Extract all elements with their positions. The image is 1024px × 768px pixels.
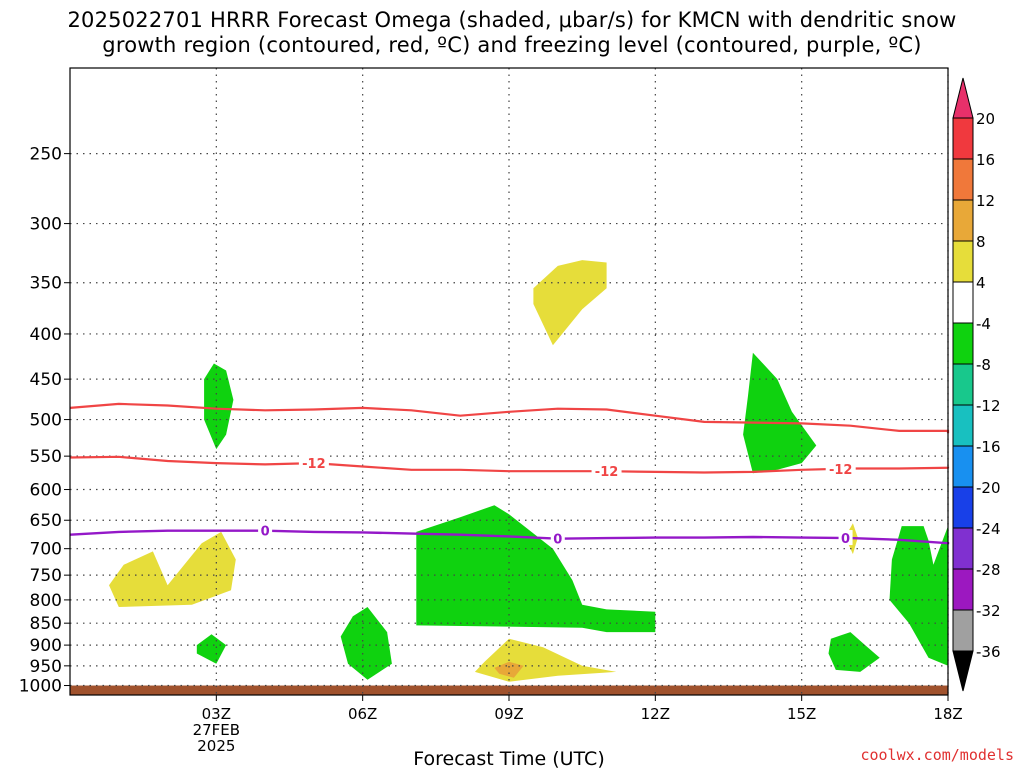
omega-region-8 xyxy=(494,661,524,678)
colorbar-box-6 xyxy=(952,322,974,365)
x-tick-label-27FEB: 27FEB xyxy=(193,721,240,739)
colorbar-label--4: -4 xyxy=(976,315,991,333)
freezing-level-contour-label-bg-2 xyxy=(550,530,565,546)
colorbar-label--28: -28 xyxy=(976,561,1001,579)
colorbar-box-5 xyxy=(952,281,974,324)
colorbar-box-4 xyxy=(952,240,974,283)
colorbar-label--36: -36 xyxy=(976,643,1001,661)
y-tick-label-300: 300 xyxy=(30,215,62,235)
dgz-contour-2-label-2: -12 xyxy=(595,465,619,480)
y-tick-label-250: 250 xyxy=(30,145,62,165)
omega-region-4 xyxy=(340,607,392,680)
temperature-contours: -12 -12 -12 0 0 0 xyxy=(69,402,950,548)
colorbar-box-3 xyxy=(952,199,974,242)
omega-region-5 xyxy=(533,260,607,346)
colorbar-label-20: 20 xyxy=(976,110,995,128)
dgz-contour-2-label-1: -12 xyxy=(302,457,326,472)
colorbar-label--8: -8 xyxy=(976,356,991,374)
dgz-contour-2-label-bg-2 xyxy=(591,463,622,479)
x-tick-label-03Z: 03Z xyxy=(202,705,231,723)
x-tick-label-12Z: 12Z xyxy=(641,705,670,723)
colorbar-label-4: 4 xyxy=(976,274,986,292)
omega-colorbar: 20 16 12 8 4 -4 -8 -12 -16 -20 -24 -28 -32 -36 xyxy=(952,77,1001,692)
colorbar-box-13 xyxy=(952,609,974,652)
colorbar-label-16: 16 xyxy=(976,151,995,169)
omega-region-11 xyxy=(828,632,880,672)
dgz-contour-2-label-3: -12 xyxy=(829,463,853,478)
dgz-contour-2-label-bg-1 xyxy=(298,455,329,471)
y-tick-label-500: 500 xyxy=(30,411,62,431)
pressure-axis: 2503003504004505005506006507007508008509… xyxy=(19,145,70,697)
x-tick-label-06Z: 06Z xyxy=(348,705,377,723)
colorbar-top-triangle xyxy=(952,77,974,119)
omega-shaded-regions xyxy=(109,260,948,682)
chart-title-line-1: 2025022701 HRRR Forecast Omega (shaded, … xyxy=(67,8,957,32)
colorbar-bottom-triangle xyxy=(952,650,974,692)
colorbar-box-8 xyxy=(952,404,974,447)
colorbar-box-2 xyxy=(952,158,974,201)
y-tick-label-650: 650 xyxy=(30,511,62,531)
colorbar-box-11 xyxy=(952,527,974,570)
dgz-contour-2-label-bg-3 xyxy=(825,460,856,476)
colorbar-label-12: 12 xyxy=(976,192,995,210)
y-tick-label-850: 850 xyxy=(30,614,62,634)
y-tick-label-350: 350 xyxy=(30,274,62,294)
omega-region-3 xyxy=(196,634,227,664)
omega-region-6 xyxy=(416,505,656,633)
freezing-level-contour-label-2: 0 xyxy=(553,533,562,548)
x-tick-label-15Z: 15Z xyxy=(787,705,816,723)
y-tick-label-900: 900 xyxy=(30,636,62,656)
y-tick-label-950: 950 xyxy=(30,657,62,677)
freezing-level-contour-label-bg-1 xyxy=(258,522,273,538)
colorbar-box-12 xyxy=(952,568,974,611)
colorbar-label--24: -24 xyxy=(976,520,1001,538)
x-tick-label-2025: 2025 xyxy=(197,737,235,755)
colorbar-label--20: -20 xyxy=(976,479,1001,497)
y-tick-label-450: 450 xyxy=(30,370,62,390)
ground-bar xyxy=(70,685,948,695)
site-credit: coolwx.com/models xyxy=(860,746,1014,764)
colorbar-box-1 xyxy=(952,117,974,160)
y-tick-label-600: 600 xyxy=(30,481,62,501)
freezing-level-contour-label-3: 0 xyxy=(841,532,850,547)
colorbar-box-10 xyxy=(952,486,974,529)
freezing-level-contour-label-bg-3 xyxy=(838,530,853,546)
y-tick-label-400: 400 xyxy=(30,325,62,345)
x-axis-label: Forecast Time (UTC) xyxy=(413,748,604,768)
colorbar-box-7 xyxy=(952,363,974,406)
omega-region-12 xyxy=(889,445,948,666)
x-tick-label-09Z: 09Z xyxy=(494,705,523,723)
omega-region-2 xyxy=(109,531,236,607)
freezing-level-contour-label-1: 0 xyxy=(261,525,270,540)
omega-region-1 xyxy=(204,363,234,450)
colorbar-label--32: -32 xyxy=(976,602,1001,620)
y-tick-label-750: 750 xyxy=(30,566,62,586)
omega-region-9 xyxy=(743,352,817,474)
y-tick-label-800: 800 xyxy=(30,591,62,611)
colorbar-label--12: -12 xyxy=(976,397,1001,415)
colorbar-label--16: -16 xyxy=(976,438,1001,456)
y-tick-label-700: 700 xyxy=(30,540,62,560)
chart-title-line-2: growth region (contoured, red, ºC) and f… xyxy=(102,33,922,57)
colorbar-box-9 xyxy=(952,445,974,488)
x-tick-label-18Z: 18Z xyxy=(933,705,962,723)
y-tick-label-1000: 1000 xyxy=(19,677,62,697)
colorbar-label-8: 8 xyxy=(976,233,986,251)
y-tick-label-550: 550 xyxy=(30,447,62,467)
dgz-contour-1 xyxy=(69,402,950,434)
